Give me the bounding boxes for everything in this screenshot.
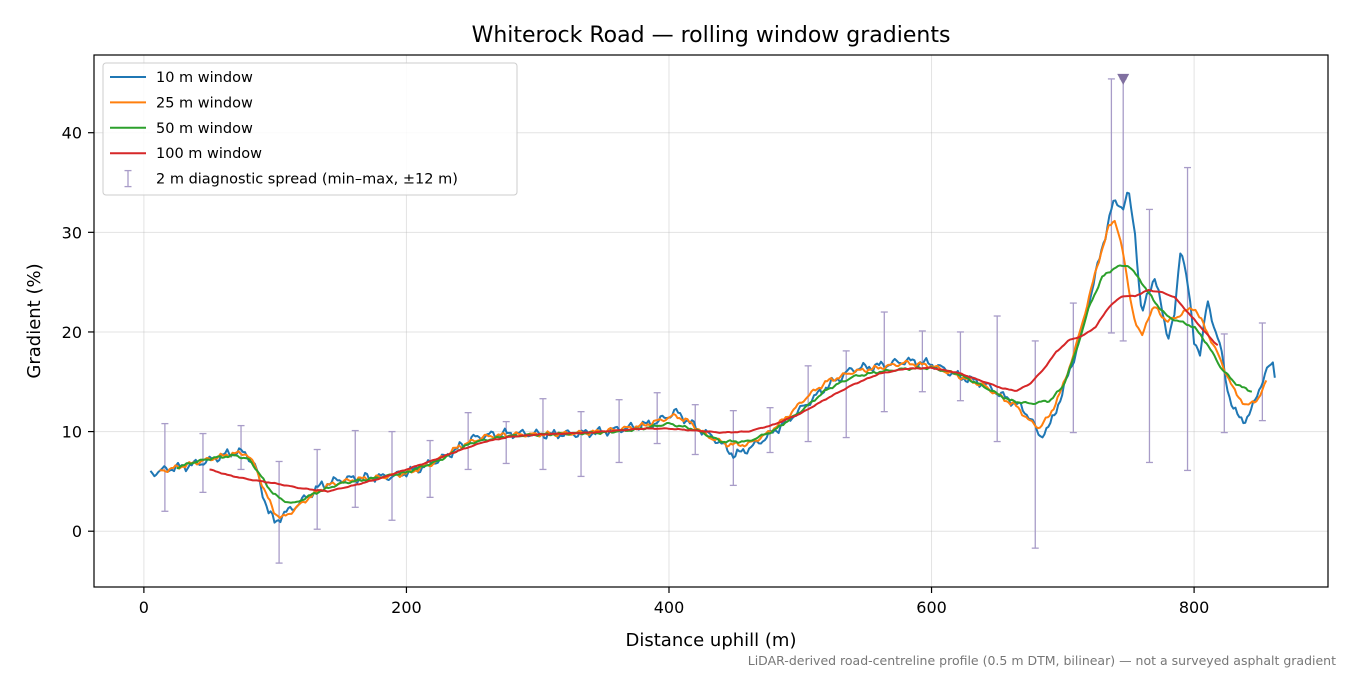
y-axis-ticks: 0 10 20 30 40 xyxy=(62,124,94,541)
x-tick-label: 0 xyxy=(139,598,149,617)
footnote: LiDAR-derived road-centreline profile (0… xyxy=(748,653,1336,668)
errorbar xyxy=(729,410,737,487)
line-series-group xyxy=(149,191,1276,524)
x-tick-label: 600 xyxy=(916,598,947,617)
legend-label: 2 m diagnostic spread (min–max, ±12 m) xyxy=(156,172,458,188)
errorbar xyxy=(502,420,510,465)
y-axis-label: Gradient (%) xyxy=(24,263,45,378)
x-tick-label: 800 xyxy=(1179,598,1210,617)
legend-label: 10 m window xyxy=(156,70,253,86)
errorbar xyxy=(993,315,1001,443)
errorbar xyxy=(842,350,850,439)
x-axis-ticks: 0 200 400 600 800 xyxy=(139,587,1210,617)
errorbar xyxy=(1184,166,1192,472)
legend-box xyxy=(102,62,518,196)
errorbar xyxy=(1031,340,1039,549)
errorbar xyxy=(1145,208,1153,464)
errorbar xyxy=(956,331,964,402)
errorbar xyxy=(1220,333,1228,434)
y-tick-label: 10 xyxy=(62,423,82,442)
errorbar xyxy=(237,424,245,471)
legend: 10 m window 25 m window 50 m window 100 m w… xyxy=(102,62,518,196)
marker-group xyxy=(1117,73,1130,85)
plot-frame xyxy=(93,54,1329,588)
legend-label: 50 m window xyxy=(156,121,253,137)
y-tick-label: 0 xyxy=(72,522,82,541)
errorbar xyxy=(199,432,207,494)
series-line-1 xyxy=(149,191,1276,524)
errorbar xyxy=(351,429,359,508)
x-tick-label: 200 xyxy=(391,598,422,617)
errorbar xyxy=(464,412,472,471)
legend-label: 100 m window xyxy=(156,146,262,162)
errorbar xyxy=(275,460,283,564)
peak-marker xyxy=(1117,73,1130,85)
x-axis-label: Distance uphill (m) xyxy=(626,630,797,651)
errorbar xyxy=(1258,322,1266,422)
errorbar xyxy=(918,330,926,393)
chart-title: Whiterock Road — rolling window gradient… xyxy=(472,23,951,48)
series-line-2 xyxy=(159,219,1268,519)
y-tick-label: 40 xyxy=(62,124,82,143)
y-tick-label: 20 xyxy=(62,323,82,342)
series-line-4 xyxy=(209,288,1219,493)
x-tick-label: 400 xyxy=(654,598,685,617)
errorbar-series xyxy=(161,78,1266,564)
errorbar xyxy=(577,411,585,478)
errorbar xyxy=(880,311,888,413)
errorbar xyxy=(426,439,434,498)
y-tick-label: 30 xyxy=(62,223,82,242)
errorbar xyxy=(1069,302,1077,434)
legend-label: 25 m window xyxy=(156,95,253,111)
series-line-3 xyxy=(176,264,1253,504)
errorbar xyxy=(653,392,661,445)
